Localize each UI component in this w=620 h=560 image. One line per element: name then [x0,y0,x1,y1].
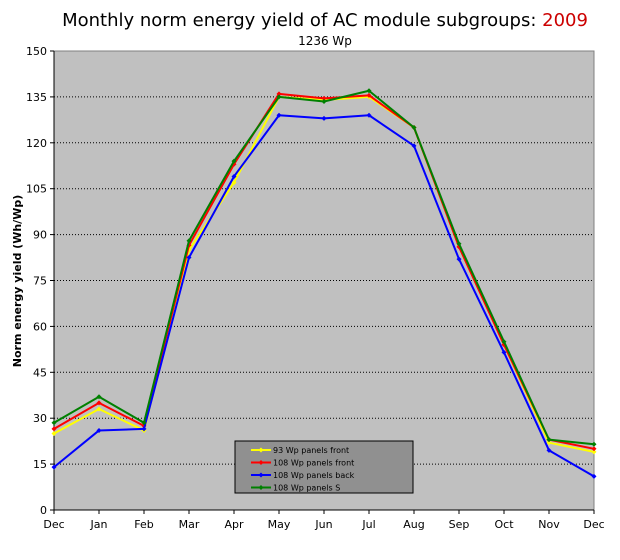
x-axis-ticks: Dec Jan Feb Mar Apr May Jun Jul Aug Sep Oct Nov Dec [43,510,604,531]
x-tick-label: Feb [134,518,153,531]
x-tick-label: Dec [43,518,64,531]
x-tick-label: Mar [179,518,200,531]
x-tick-label: Apr [224,518,244,531]
chart-title: Monthly norm energy yield of AC module s… [62,10,588,31]
x-tick-label: Jun [314,518,332,531]
y-tick-label: 75 [33,275,47,288]
legend-label: 108 Wp panels back [273,471,355,480]
y-tick-label: 150 [26,45,47,58]
x-tick-label: Sep [449,518,470,531]
y-tick-label: 60 [33,320,47,333]
y-axis-ticks: 0 15 30 45 60 75 90 105 120 135 150 [26,45,54,517]
x-tick-label: Aug [403,518,424,531]
x-tick-label: May [268,518,291,531]
y-tick-label: 105 [26,183,47,196]
legend-label: 108 Wp panels S [273,484,340,493]
legend-label: 108 Wp panels front [273,459,354,468]
y-tick-label: 0 [40,504,47,517]
x-tick-label: Jul [361,518,375,531]
x-tick-label: Dec [583,518,604,531]
y-tick-label: 15 [33,458,47,471]
chart-title-year: 2009 [542,10,588,31]
chart-subtitle: 1236 Wp [298,34,352,48]
x-tick-label: Oct [494,518,514,531]
chart: Monthly norm energy yield of AC module s… [0,0,620,560]
x-tick-label: Jan [90,518,108,531]
y-tick-label: 90 [33,229,47,242]
y-tick-label: 135 [26,91,47,104]
legend: 93 Wp panels front 108 Wp panels front 108… [235,441,413,493]
y-axis-label: Norm energy yield (Wh/Wp) [11,195,24,367]
legend-label: 93 Wp panels front [273,446,349,455]
x-tick-label: Nov [538,518,560,531]
y-tick-label: 45 [33,366,47,379]
y-tick-label: 30 [33,412,47,425]
chart-title-main: Monthly norm energy yield of AC module s… [62,10,542,31]
y-tick-label: 120 [26,137,47,150]
